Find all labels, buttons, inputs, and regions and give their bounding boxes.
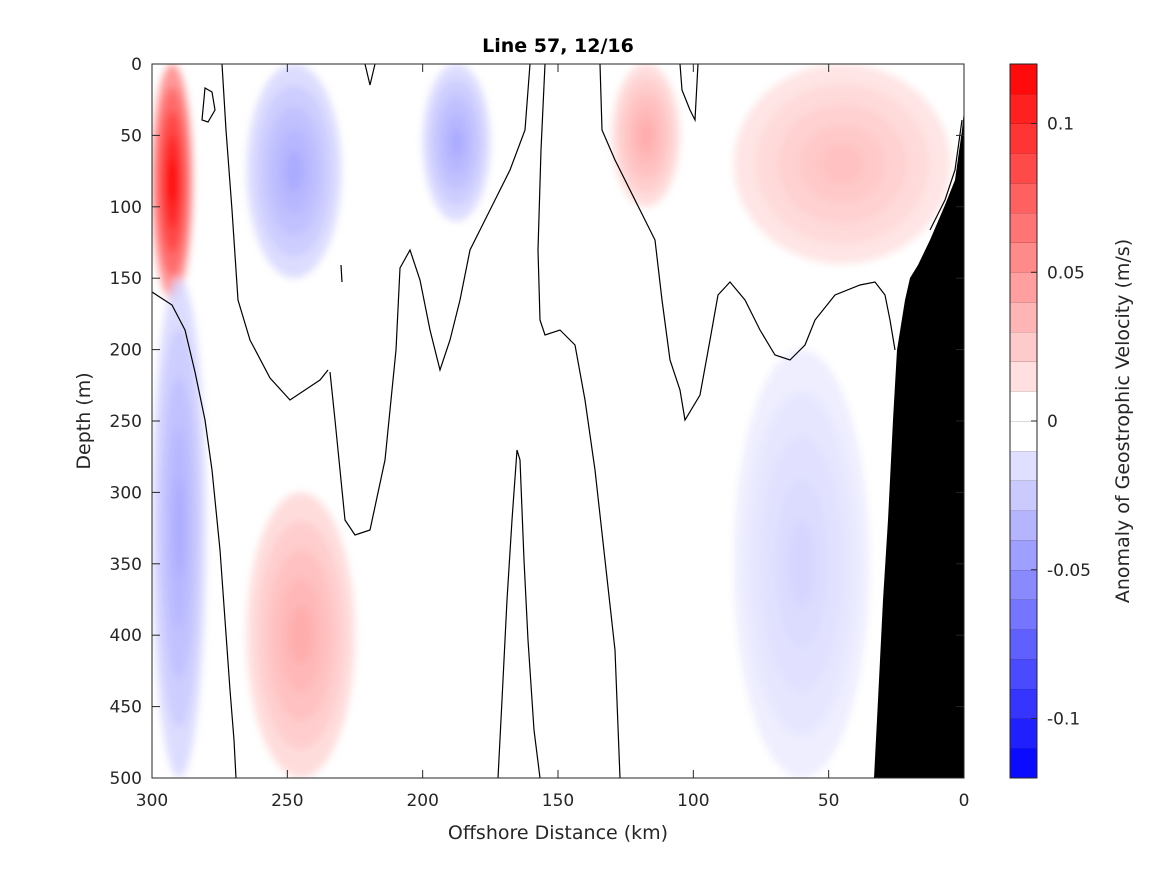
chart-title: Line 57, 12/16: [482, 35, 634, 57]
colorbar-level: [1010, 510, 1037, 541]
velocity-anomaly-region: [290, 606, 312, 664]
colorbar-level: [1010, 748, 1037, 779]
colorbar-level: [1010, 569, 1037, 600]
colorbar-level: [1010, 93, 1037, 124]
colorbar-level: [1010, 242, 1037, 273]
colorbar-level: [1010, 599, 1037, 630]
velocity-anomaly-region: [284, 149, 304, 193]
colorbar-level: [1010, 302, 1037, 333]
colorbar: 0.1 0.05 0 -0.05 -0.1: [1009, 63, 1091, 779]
colorbar-level: [1010, 688, 1037, 719]
colorbar-level: [1010, 421, 1037, 452]
zero-contour: [364, 64, 376, 86]
zero-contours: [152, 64, 963, 778]
x-tick-label: 0: [959, 791, 970, 811]
colorbar-level: [1010, 659, 1037, 690]
velocity-anomaly-region: [449, 126, 464, 159]
colorbar-level: [1010, 153, 1037, 184]
colorbar-level: [1010, 391, 1037, 422]
colorbar-level: [1010, 629, 1037, 660]
y-tick-label: 50: [120, 126, 142, 146]
zero-contour: [679, 64, 699, 123]
zero-contour: [537, 64, 621, 778]
y-axis-title: Depth (m): [73, 372, 95, 469]
colorbar-level: [1010, 361, 1037, 392]
y-tick-label: 0: [131, 55, 142, 75]
colorbar-tick-label: -0.05: [1047, 561, 1091, 581]
x-tick-label: 300: [136, 791, 168, 811]
colorbar-level: [1010, 450, 1037, 481]
x-axis-title: Offshore Distance (km): [448, 822, 668, 844]
colorbar-tick-label: 0: [1047, 412, 1058, 432]
colorbar-level: [1010, 540, 1037, 571]
colorbar-level: [1010, 272, 1037, 303]
zero-contour: [497, 449, 541, 778]
zero-contour: [201, 87, 216, 123]
colorbar-tick-label: -0.1: [1047, 710, 1080, 730]
zero-contour: [599, 64, 896, 422]
x-axis: 300 250 200 150 100 50 0: [136, 64, 970, 811]
y-tick-label: 500: [110, 769, 142, 789]
zero-contour: [152, 291, 237, 778]
y-tick-label: 300: [110, 483, 142, 503]
colorbar-level: [1010, 480, 1037, 511]
y-tick-label: 100: [110, 198, 142, 218]
y-tick-label: 350: [110, 555, 142, 575]
colorbar-level: [1010, 212, 1037, 243]
y-tick-label: 200: [110, 341, 142, 361]
velocity-anomaly-region: [168, 158, 177, 206]
y-tick-label: 400: [110, 626, 142, 646]
colorbar-title: Anomaly of Geostrophic Velocity (m/s): [1112, 239, 1134, 603]
x-tick-label: 50: [818, 791, 840, 811]
colorbar-level: [1010, 64, 1037, 95]
x-tick-label: 200: [406, 791, 438, 811]
bathymetry: [874, 110, 964, 778]
velocity-anomaly-region: [788, 520, 816, 607]
x-tick-label: 100: [677, 791, 709, 811]
y-tick-label: 450: [110, 698, 142, 718]
y-tick-label: 250: [110, 412, 142, 432]
zero-contour: [329, 64, 531, 536]
colorbar-tick-label: 0.1: [1047, 115, 1074, 135]
zero-contour: [221, 64, 329, 401]
plot-area: [151, 63, 965, 779]
colorbar-level: [1010, 331, 1037, 362]
velocity-anomaly-region: [639, 121, 653, 150]
zero-contour: [340, 264, 343, 283]
colorbar-level: [1010, 123, 1037, 154]
x-tick-label: 250: [271, 791, 303, 811]
colorbar-level: [1010, 183, 1037, 214]
x-tick-label: 150: [542, 791, 574, 811]
colorbar-level: [1010, 718, 1037, 749]
velocity-anomaly-region: [820, 143, 864, 184]
colorbar-tick-label: 0.05: [1047, 263, 1085, 283]
zero-contour: [929, 119, 963, 231]
y-tick-label: 150: [110, 269, 142, 289]
velocity-anomaly-region: [173, 478, 185, 579]
y-axis: 0 50 100 150 200 250 300 350 400 450 500: [110, 55, 964, 789]
velocity-field: [152, 64, 951, 778]
